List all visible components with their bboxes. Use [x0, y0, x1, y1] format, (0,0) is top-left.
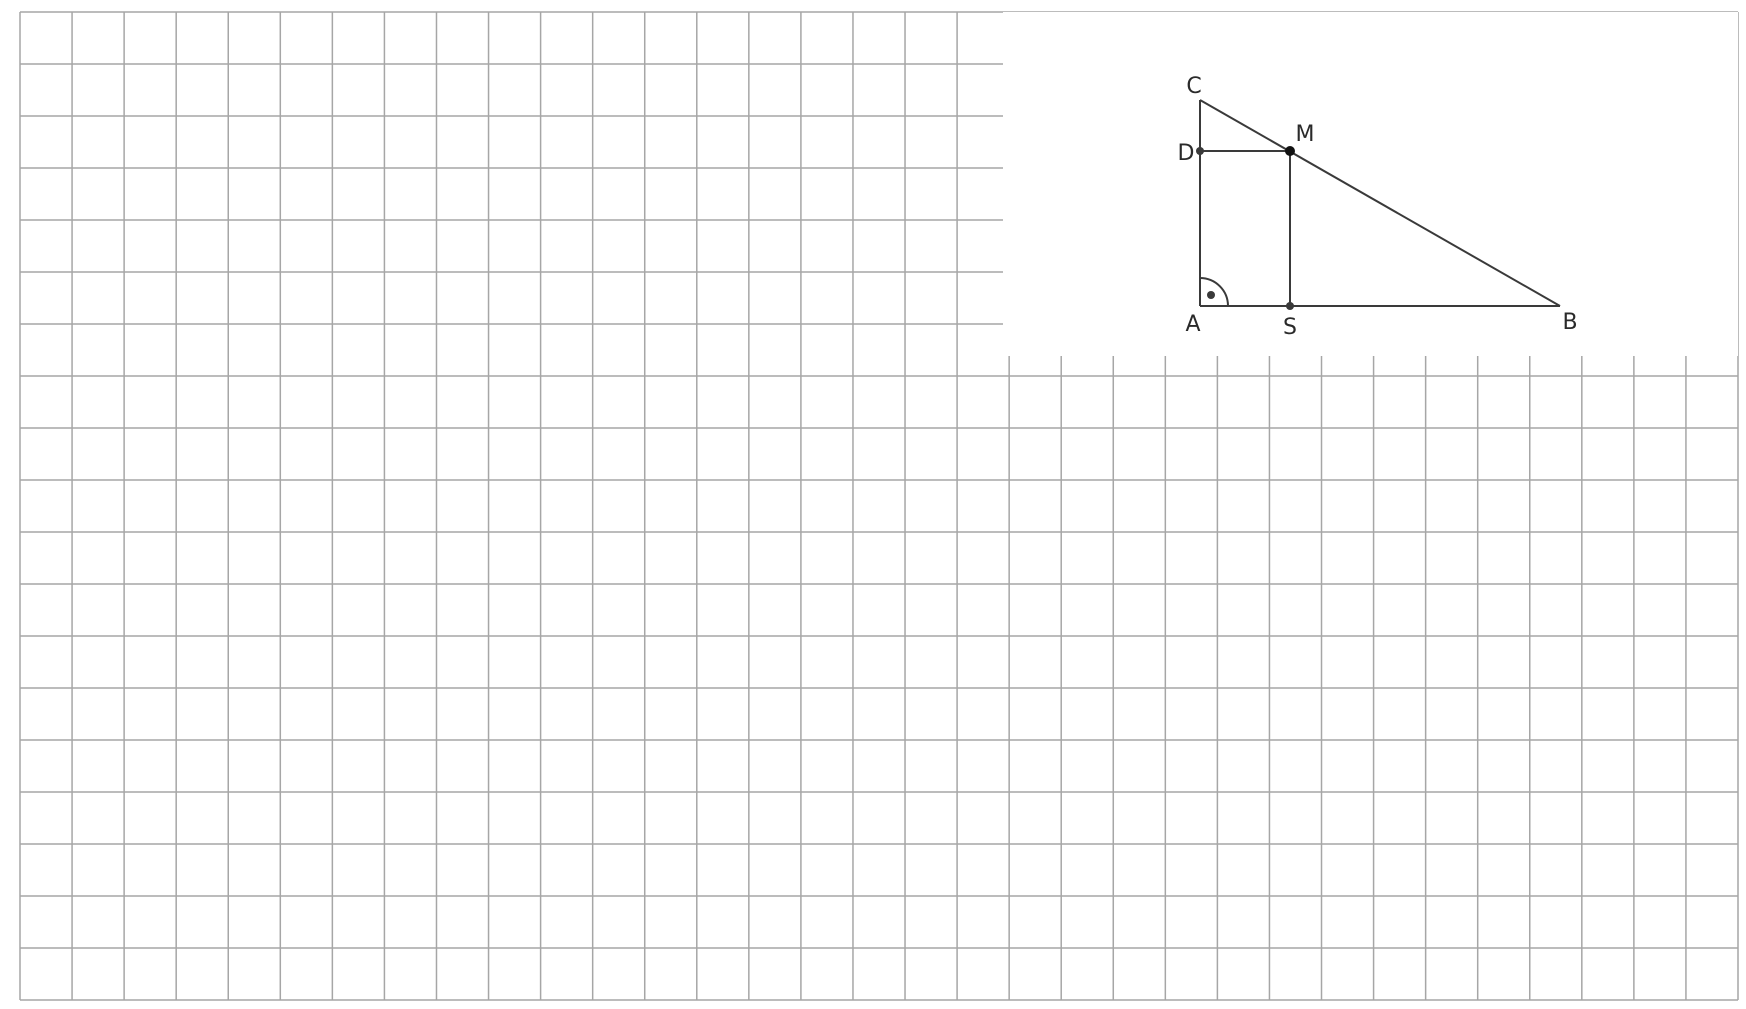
label-d: D	[1178, 141, 1195, 166]
label-a: A	[1185, 312, 1200, 337]
triangle-figure	[1199, 99, 1561, 307]
point-s	[1286, 302, 1294, 310]
label-c: C	[1186, 74, 1201, 99]
point-d	[1196, 147, 1204, 155]
right-angle-arc	[1199, 277, 1229, 307]
point-m	[1285, 146, 1295, 156]
right-angle-dot	[1207, 291, 1215, 299]
label-s: S	[1283, 315, 1297, 340]
label-m: M	[1296, 122, 1315, 147]
figure-panel	[1003, 12, 1738, 356]
label-b: B	[1562, 310, 1577, 335]
segment-cb	[1199, 99, 1561, 307]
